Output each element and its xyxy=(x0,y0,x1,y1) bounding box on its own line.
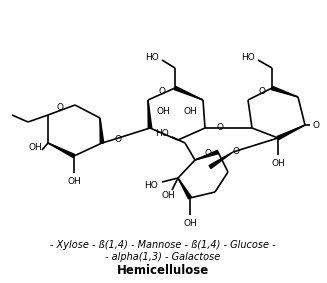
Text: HO: HO xyxy=(155,128,169,138)
Text: O: O xyxy=(232,147,239,156)
Text: HO: HO xyxy=(144,181,158,190)
Polygon shape xyxy=(100,118,104,143)
Text: OH: OH xyxy=(183,218,197,228)
Polygon shape xyxy=(271,86,298,97)
Polygon shape xyxy=(195,150,218,160)
Text: Hemicellulose: Hemicellulose xyxy=(117,263,209,276)
Text: - alpha(1,3) - Galactose: - alpha(1,3) - Galactose xyxy=(105,252,221,262)
Text: O: O xyxy=(114,136,122,145)
Text: OH: OH xyxy=(156,108,170,117)
Text: O: O xyxy=(259,87,266,97)
Text: O: O xyxy=(204,149,212,158)
Text: HO: HO xyxy=(241,53,255,61)
Text: O: O xyxy=(57,102,63,112)
Polygon shape xyxy=(178,178,192,199)
Text: OH: OH xyxy=(67,177,81,185)
Text: O: O xyxy=(216,123,223,132)
Polygon shape xyxy=(277,125,305,140)
Polygon shape xyxy=(48,143,75,158)
Text: O: O xyxy=(313,121,319,130)
Text: OH: OH xyxy=(183,108,197,117)
Text: HO: HO xyxy=(145,53,159,61)
Text: OH: OH xyxy=(28,143,42,153)
Text: OH: OH xyxy=(161,190,175,200)
Polygon shape xyxy=(174,86,203,100)
Text: OH: OH xyxy=(271,158,285,168)
Text: - Xylose - ß(1,4) - Mannose - ß(1,4) - Glucose -: - Xylose - ß(1,4) - Mannose - ß(1,4) - G… xyxy=(50,240,276,250)
Text: O: O xyxy=(159,87,165,97)
Polygon shape xyxy=(148,100,152,128)
Polygon shape xyxy=(209,152,233,168)
